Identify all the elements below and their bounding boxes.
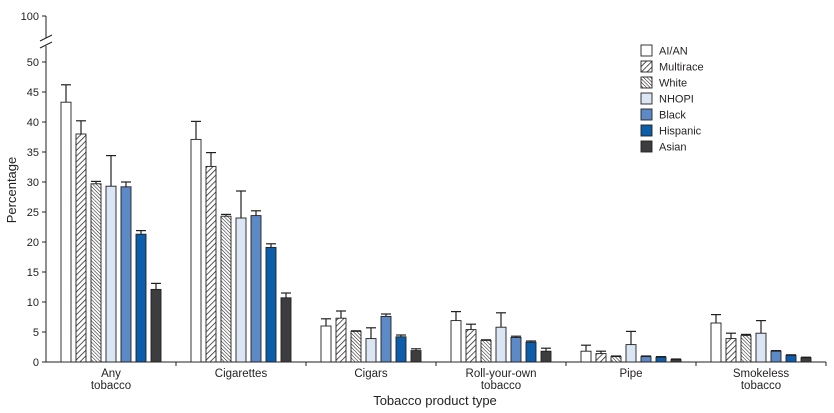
legend-label: White xyxy=(659,78,687,90)
legend-label: Hispanic xyxy=(659,126,702,138)
bar-asian xyxy=(150,288,162,363)
legend-swatch xyxy=(640,140,653,153)
legend-swatch xyxy=(640,108,653,121)
x-category-label: Roll-your-own tobacco xyxy=(466,368,537,392)
bar-multirace xyxy=(205,165,217,363)
bar-white xyxy=(480,339,492,363)
bar-asian xyxy=(540,350,552,363)
bar-asian xyxy=(410,350,422,363)
bar-hispanic xyxy=(785,354,797,363)
bar-multirace xyxy=(335,317,347,363)
legend-label: Asian xyxy=(659,142,687,154)
x-category-label-line: tobacco xyxy=(91,380,131,392)
x-category-label: Smokeless tobacco xyxy=(733,368,789,392)
y-tick-label: 100 xyxy=(21,11,39,23)
legend: AI/AN Multirace White NHOPI Black Hispanic Asi… xyxy=(640,44,704,154)
legend-label: NHOPI xyxy=(659,94,694,106)
y-tick-label: 10 xyxy=(27,297,39,309)
bar-nhopi xyxy=(105,185,117,363)
legend-swatch xyxy=(640,124,653,137)
bar-asian xyxy=(280,297,292,363)
x-category-label-line: Cigarettes xyxy=(215,368,268,380)
y-tick-label: 20 xyxy=(27,237,39,249)
bar-aian xyxy=(710,322,722,363)
bar-aian xyxy=(320,325,332,363)
bar-black xyxy=(120,186,132,363)
x-category-label-line: Roll-your-own xyxy=(466,368,537,380)
bar-nhopi xyxy=(235,217,247,363)
bar-aian xyxy=(190,138,202,363)
bar-nhopi xyxy=(755,332,767,363)
y-axis-title: Percentage xyxy=(4,157,19,224)
bar-black xyxy=(510,336,522,363)
x-category-label: Cigars xyxy=(354,368,387,380)
bar-multirace xyxy=(595,353,607,363)
legend-swatch xyxy=(640,44,653,57)
x-category-label-line: Pipe xyxy=(619,368,642,380)
axis-break-mark xyxy=(39,41,53,49)
x-category-label-line: tobacco xyxy=(481,380,521,392)
x-category-label: Any tobacco xyxy=(91,368,131,392)
y-tick-label: 45 xyxy=(27,87,39,99)
bar-multirace xyxy=(75,133,87,363)
x-axis-title: Tobacco product type xyxy=(373,393,497,408)
bars-group xyxy=(60,84,812,363)
bar-multirace xyxy=(725,338,737,363)
legend-label: Multirace xyxy=(659,62,704,74)
legend-swatch xyxy=(640,92,653,105)
bar-asian xyxy=(800,357,812,363)
y-tick-label: 50 xyxy=(27,57,39,69)
y-tick-label: 25 xyxy=(27,207,39,219)
y-axis: 0 5 10 15 20 25 30 35 40 45 50 100 xyxy=(21,11,53,369)
x-category-label: Cigarettes xyxy=(215,368,268,380)
axis-break-mark xyxy=(39,34,53,42)
x-category-label-line: Cigars xyxy=(354,368,387,380)
bar-white xyxy=(740,335,752,363)
bar-hispanic xyxy=(655,356,667,363)
bar-aian xyxy=(60,101,72,363)
bar-hispanic xyxy=(135,233,147,363)
bar-multirace xyxy=(465,329,477,363)
bar-black xyxy=(250,215,262,363)
y-tick-label: 5 xyxy=(33,327,39,339)
legend-label: Black xyxy=(659,110,686,122)
bar-aian xyxy=(450,320,462,363)
bar-white xyxy=(610,356,622,363)
y-tick-label: 30 xyxy=(27,177,39,189)
x-category-label: Pipe xyxy=(619,368,642,380)
legend-swatch xyxy=(640,60,653,73)
bar-nhopi xyxy=(495,326,507,363)
bar-white xyxy=(350,330,362,363)
bar-white xyxy=(90,183,102,363)
bar-asian xyxy=(670,359,682,363)
y-tick-label: 0 xyxy=(33,357,39,369)
bar-hispanic xyxy=(395,336,407,363)
bar-white xyxy=(220,215,232,363)
bar-black xyxy=(770,350,782,363)
bar-black xyxy=(640,356,652,363)
legend-swatch xyxy=(640,76,653,89)
bar-hispanic xyxy=(525,341,537,363)
y-tick-label: 35 xyxy=(27,147,39,159)
x-category-label-line: tobacco xyxy=(741,380,781,392)
bar-aian xyxy=(580,350,592,363)
x-category-label-line: Any xyxy=(101,368,121,380)
bar-nhopi xyxy=(625,344,637,363)
y-tick-label: 40 xyxy=(27,117,39,129)
bar-black xyxy=(380,315,392,363)
bar-nhopi xyxy=(365,338,377,363)
y-tick-label: 15 xyxy=(27,267,39,279)
bar-hispanic xyxy=(265,246,277,363)
legend-label: AI/AN xyxy=(659,46,688,58)
x-category-label-line: Smokeless xyxy=(733,368,789,380)
